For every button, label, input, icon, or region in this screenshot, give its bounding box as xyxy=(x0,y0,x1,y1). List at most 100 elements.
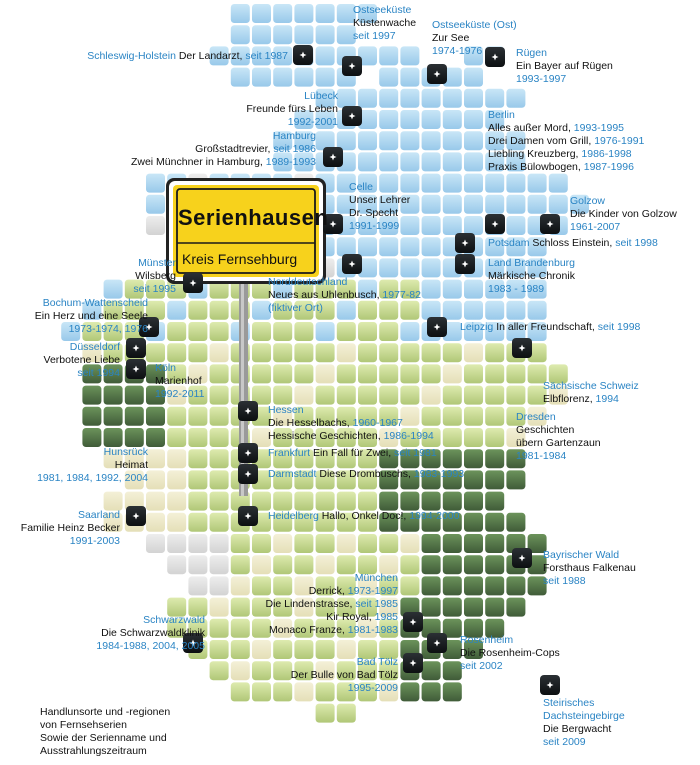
label-norddeutschland: Norddeutschland Neues aus Uhlenbusch, 197… xyxy=(268,276,421,315)
map-tile xyxy=(167,618,187,638)
map-tile xyxy=(209,343,229,363)
series-text: Ein Fall für Zwei, xyxy=(312,447,395,459)
marker-star-icon xyxy=(244,512,252,520)
label-line: Dresden xyxy=(516,411,601,424)
town-sign xyxy=(166,178,326,496)
map-tile xyxy=(294,555,314,575)
map-tile xyxy=(103,406,123,426)
place-or-date-text: Düsseldorf xyxy=(69,341,120,353)
map-tile xyxy=(400,343,420,363)
map-tile xyxy=(358,237,377,257)
place-or-date-text: 1987-1996 xyxy=(583,161,634,173)
place-or-date-text: 1961-2007 xyxy=(570,221,621,233)
series-text: Zur See xyxy=(432,32,470,44)
map-tile xyxy=(209,597,229,617)
marker-star-icon xyxy=(491,220,499,228)
place-or-date-text: seit 1997 xyxy=(353,30,396,42)
series-text: Ein Herz und eine Seele xyxy=(34,310,148,322)
map-tile xyxy=(315,597,335,617)
map-tile xyxy=(273,640,293,659)
map-tile xyxy=(336,470,356,490)
sign-title: Serienhausen xyxy=(178,205,329,230)
label-line: Münster xyxy=(133,257,176,270)
map-tile xyxy=(464,152,483,172)
map-tile xyxy=(230,491,250,511)
map-tile xyxy=(336,343,356,363)
map-tile xyxy=(336,534,356,553)
map-tile xyxy=(548,364,568,384)
map-tile xyxy=(315,67,335,87)
map-tile xyxy=(464,470,483,490)
map-tile xyxy=(485,237,505,257)
map-tile xyxy=(230,46,250,66)
map-tile xyxy=(527,237,547,257)
map-tile xyxy=(294,576,314,596)
label-line: Schleswig-Holstein Der Landarzt, seit 19… xyxy=(87,50,288,63)
map-tile xyxy=(209,640,229,659)
map-tile xyxy=(485,406,505,426)
map-tile xyxy=(336,300,356,320)
map-tile xyxy=(421,364,441,384)
map-tile xyxy=(209,428,229,447)
map-tile xyxy=(442,618,462,638)
label-line: Die Rosenheim-Cops xyxy=(460,647,560,660)
map-tile xyxy=(252,682,271,702)
label-line: Marienhof xyxy=(155,375,204,388)
marker-star-icon xyxy=(329,220,337,228)
map-tile xyxy=(188,534,208,553)
map-tile xyxy=(527,555,547,575)
map-tile xyxy=(400,512,420,532)
series-text: Praxis Bülowbogen, xyxy=(488,161,584,173)
label-line: Elbflorenz, 1994 xyxy=(543,393,639,406)
map-tile xyxy=(188,428,208,447)
map-tile xyxy=(506,597,526,617)
label-line: seit 1988 xyxy=(543,575,636,588)
map-tile xyxy=(358,640,377,659)
map-tile xyxy=(336,512,356,532)
map-tile xyxy=(421,491,441,511)
map-tile xyxy=(570,194,589,214)
map-tile xyxy=(336,279,356,299)
map-tile xyxy=(82,300,102,320)
map-tile xyxy=(294,110,314,129)
map-tile xyxy=(464,406,483,426)
map-tile xyxy=(315,46,335,66)
map-tile xyxy=(464,216,483,235)
label-line: Dr. Specht xyxy=(349,207,410,220)
legend-line: von Fernsehserien xyxy=(40,719,127,731)
label-line: Der Bulle von Bad Tölz xyxy=(291,669,398,682)
map-tile xyxy=(421,110,441,129)
map-tile xyxy=(273,597,293,617)
marker-star-icon xyxy=(348,112,356,120)
map-tile xyxy=(209,555,229,575)
sign-panel xyxy=(173,185,319,277)
map-tile xyxy=(464,491,483,511)
label-line: Bayrischer Wald xyxy=(543,549,636,562)
label-hamburg: Hamburg Großstadtrevier, seit 1986 Zwei Mü… xyxy=(131,130,316,169)
map-tile xyxy=(358,46,377,66)
map-tile xyxy=(167,597,187,617)
series-text: Die Hesselbachs, xyxy=(268,417,353,429)
place-or-date-text: seit 1986 xyxy=(273,143,316,155)
map-tile xyxy=(124,385,144,405)
place-or-date-text: Dresden xyxy=(516,411,556,423)
map-tile xyxy=(252,343,271,363)
label-koeln: Köln Marienhof 1992-2011 xyxy=(155,362,204,401)
map-tile xyxy=(421,131,441,151)
map-tile xyxy=(315,618,335,638)
map-tile xyxy=(400,491,420,511)
map-tile xyxy=(442,152,462,172)
series-text: Familie Heinz Becker xyxy=(20,522,120,534)
map-tile xyxy=(294,67,314,87)
map-tile xyxy=(273,491,293,511)
label-line: 1995-2009 xyxy=(291,682,398,695)
map-tile xyxy=(336,88,356,108)
map-tile xyxy=(294,597,314,617)
label-line: Die Hesselbachs, 1960-1967 xyxy=(268,417,434,430)
map-tile xyxy=(464,640,483,659)
map-tile xyxy=(315,131,335,151)
label-duesseldorf: Düsseldorf Verbotene Liebe seit 1994 xyxy=(44,341,120,380)
series-text: Wilsberg xyxy=(135,270,176,282)
map-tile xyxy=(400,216,420,235)
